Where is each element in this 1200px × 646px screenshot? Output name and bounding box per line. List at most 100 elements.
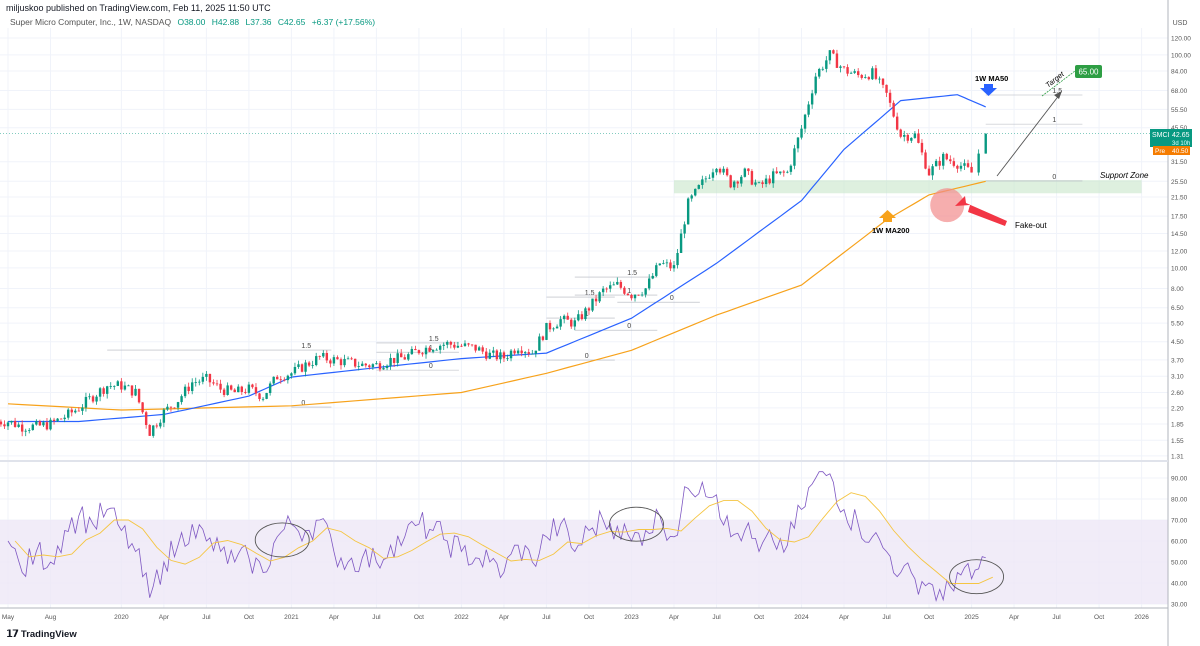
candle-body [396, 353, 399, 363]
candle-body [233, 389, 236, 393]
candle-body [715, 168, 718, 173]
price-tick-label: 2.20 [1171, 405, 1184, 412]
candle-body [343, 358, 346, 366]
candle-body [20, 424, 24, 432]
time-tick-label: Apr [669, 614, 680, 621]
candle-body [609, 285, 612, 289]
candle-body [378, 363, 382, 370]
candle-body [860, 75, 863, 78]
candle-body [77, 410, 81, 412]
candle-body [509, 350, 513, 359]
symbol-legend: Super Micro Computer, Inc., 1W, NASDAQ O… [10, 17, 375, 27]
candle-body [499, 352, 502, 360]
time-tick-label: Jul [372, 614, 381, 621]
candle-body [796, 137, 800, 149]
candle-body [764, 178, 768, 185]
candle-body [81, 407, 84, 411]
candle-body [839, 66, 842, 68]
ma200-arrow-up-icon [879, 210, 896, 222]
time-tick-label: 2025 [964, 614, 979, 621]
candle-body [924, 152, 927, 169]
candle-body [45, 422, 49, 430]
candle-body [24, 430, 27, 432]
candle-body [701, 179, 704, 185]
candle-body [159, 422, 162, 427]
candle-body [531, 353, 534, 355]
candle-body [407, 354, 410, 360]
change-value: +6.37 (+17.56%) [311, 17, 376, 27]
candle-body [353, 358, 357, 367]
candle-body [13, 420, 17, 427]
candle-body [435, 349, 438, 351]
pre-market-label: Pre [1155, 148, 1166, 155]
fib-label: 1 [1052, 117, 1056, 124]
candle-body [718, 168, 722, 173]
candle-body [414, 348, 417, 351]
price-tick-label: 14.50 [1171, 231, 1188, 238]
candle-body [247, 384, 251, 393]
candle-body [871, 68, 874, 80]
candle-body [970, 166, 973, 173]
price-badges: SMCI 42.65 3d 10h Pre 40.50 [1150, 129, 1192, 155]
candle-body [959, 165, 963, 169]
time-tick-label: Jul [542, 614, 551, 621]
candle-body [463, 343, 467, 346]
footer-brand[interactable]: 𝟭𝟳 TradingView [6, 629, 77, 640]
candle-body [492, 350, 495, 353]
candle-body [130, 385, 134, 396]
candle-body [644, 288, 647, 295]
candle-body [222, 389, 226, 395]
candle-body [332, 357, 336, 364]
fib-label: 0 [429, 363, 433, 370]
candle-body [127, 385, 130, 387]
candle-body [984, 133, 987, 154]
candle-body [137, 388, 141, 403]
candle-body [743, 168, 747, 177]
candle-body [361, 363, 364, 367]
candle-body [541, 336, 545, 340]
candle-body [311, 365, 314, 366]
ma200-label: 1W MA200 [872, 226, 910, 235]
rsi-tick-label: 80.00 [1171, 497, 1188, 504]
candle-body [800, 128, 803, 138]
candle-body [70, 409, 73, 413]
candle-body [704, 178, 708, 180]
candle-body [853, 71, 856, 73]
candle-body [633, 294, 637, 299]
ma50-arrow-down-icon [980, 84, 997, 96]
candle-body [226, 385, 229, 395]
candle-body [481, 347, 484, 352]
time-tick-label: Oct [584, 614, 594, 621]
time-tick-label: Oct [754, 614, 764, 621]
candle-body [293, 366, 297, 374]
candle-body [0, 421, 3, 425]
candle-body [771, 171, 775, 184]
candle-body [548, 322, 552, 330]
candle-body [194, 382, 197, 383]
fib-label: 0 [1052, 174, 1056, 181]
candle-body [736, 181, 739, 184]
candle-body [346, 358, 350, 360]
candle-body [42, 422, 45, 426]
candle-body [669, 262, 672, 269]
ma200-line [7, 180, 986, 411]
price-tick-label: 25.50 [1171, 179, 1188, 186]
candle-body [934, 160, 938, 167]
currency-label: USD [1173, 20, 1188, 27]
candle-body [662, 262, 665, 264]
candle-body [272, 376, 275, 384]
candle-body [201, 376, 205, 382]
candle-body [449, 341, 453, 345]
candle-body [747, 168, 750, 172]
price-tick-label: 1.85 [1171, 421, 1184, 428]
candle-body [516, 350, 520, 354]
candle-body [832, 50, 835, 54]
candle-body [98, 388, 102, 397]
candle-body [173, 407, 176, 409]
candle-body [679, 233, 683, 253]
candle-body [166, 406, 169, 410]
price-tick-label: 84.00 [1171, 68, 1188, 75]
candle-body [460, 345, 463, 347]
